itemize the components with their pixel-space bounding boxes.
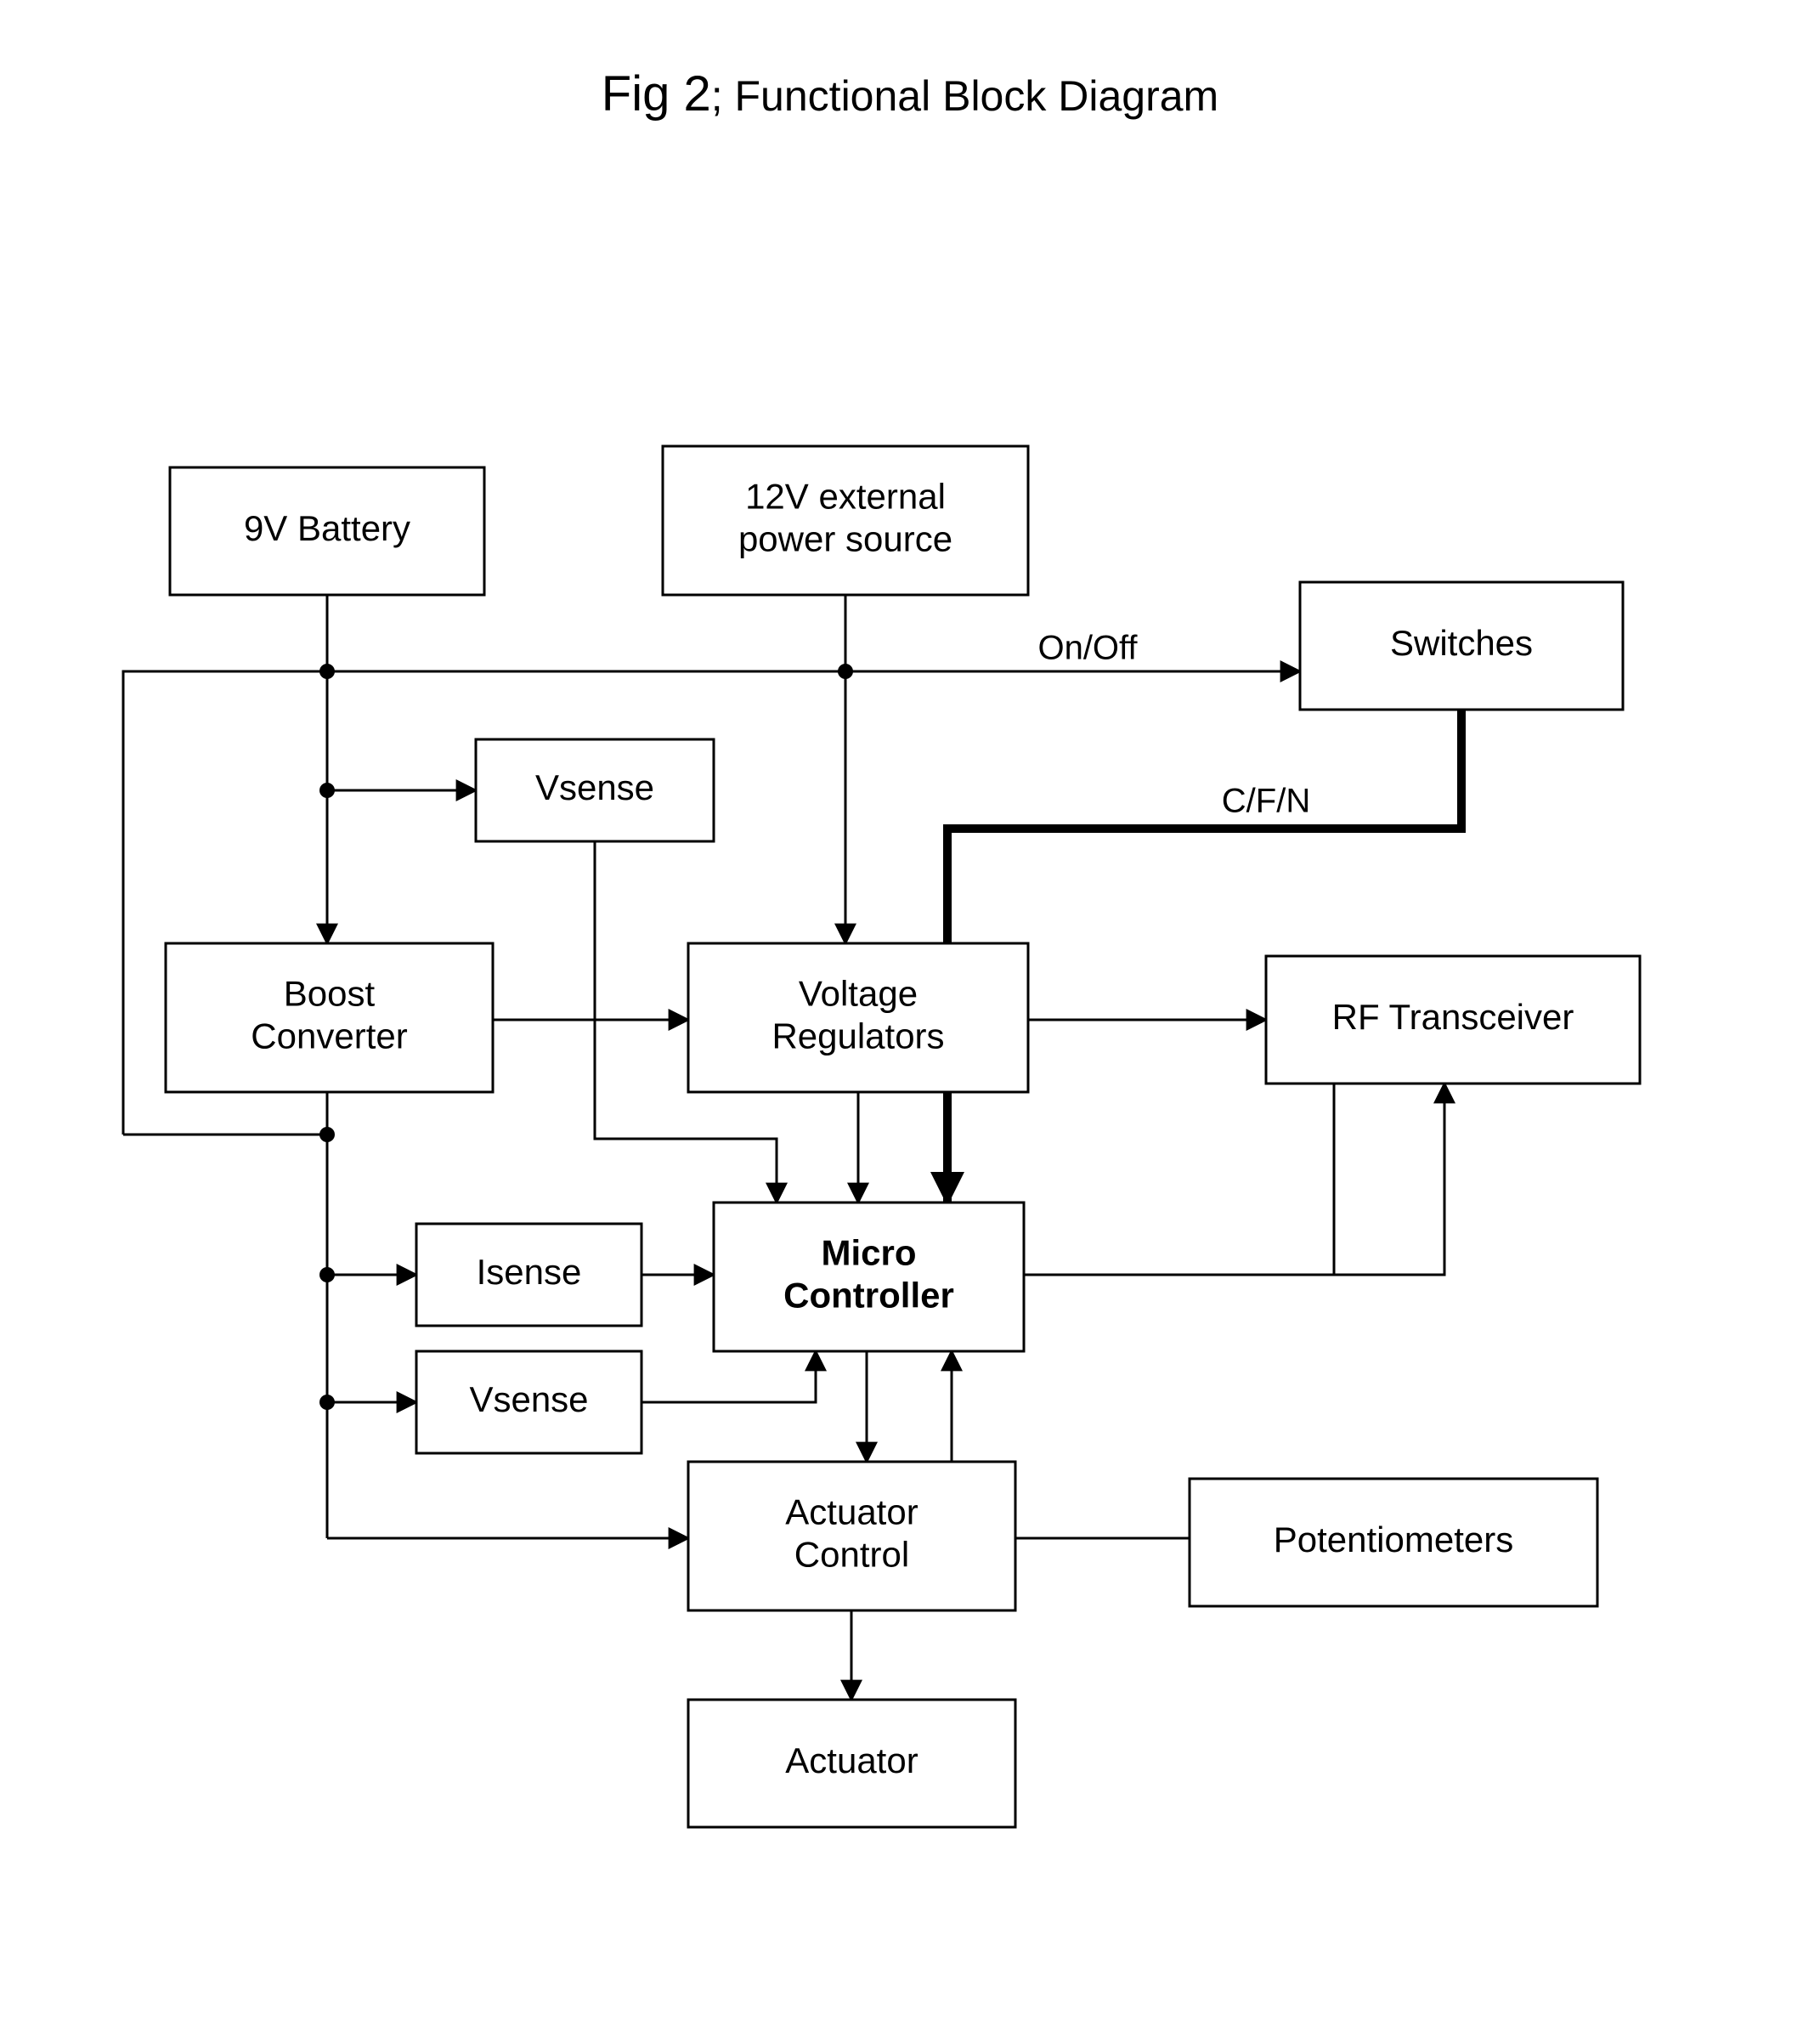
node-vreg: VoltageRegulators [688, 943, 1028, 1092]
node-label-extpower-1: power source [738, 519, 952, 559]
node-battery: 9V Battery [170, 467, 484, 595]
node-vsense1: Vsense [476, 739, 714, 841]
diagram-title: Fig 2; Functional Block Diagram [602, 66, 1218, 122]
edge-mc-to-rf [1024, 1084, 1444, 1275]
node-pots: Potentiometers [1190, 1479, 1597, 1606]
node-label-micro-1: Controller [783, 1276, 954, 1316]
node-label-actuator-0: Actuator [785, 1740, 918, 1780]
node-label-rftx-0: RF Transceiver [1332, 997, 1574, 1037]
junction-5 [319, 1395, 335, 1410]
node-label-vreg-0: Voltage [799, 974, 918, 1014]
node-label-actctrl-1: Control [794, 1535, 909, 1575]
node-label-vreg-1: Regulators [772, 1016, 944, 1056]
node-label-vsense1-0: Vsense [535, 767, 654, 807]
node-label-isense-0: Isense [477, 1252, 582, 1292]
edge-label-onoff: On/Off [1037, 630, 1138, 667]
node-switches: Switches [1300, 582, 1623, 710]
node-actuator: Actuator [688, 1700, 1015, 1827]
node-isense: Isense [416, 1224, 642, 1326]
node-label-pots-0: Potentiometers [1274, 1520, 1513, 1559]
node-extpower: 12V externalpower source [663, 446, 1028, 595]
node-rftx: RF Transceiver [1266, 956, 1640, 1084]
junction-1 [838, 664, 853, 679]
node-label-boost-0: Boost [284, 974, 376, 1014]
node-actctrl: ActuatorControl [688, 1462, 1015, 1610]
edge-vsense2-to-mc [642, 1351, 816, 1402]
diagram-canvas: Fig 2; Functional Block Diagram On/Off C/F… [0, 0, 1820, 2026]
junction-2 [319, 783, 335, 798]
diagram-svg: Fig 2; Functional Block Diagram On/Off C/F… [0, 0, 1820, 2026]
node-label-micro-0: Micro [821, 1233, 916, 1273]
node-label-extpower-0: 12V external [745, 477, 946, 517]
node-boost: BoostConverter [166, 943, 493, 1092]
node-label-actctrl-0: Actuator [785, 1492, 918, 1532]
junction-4 [319, 1267, 335, 1282]
edge-label-cfn: C/F/N [1222, 783, 1310, 820]
junction-3 [319, 1127, 335, 1142]
node-label-switches-0: Switches [1390, 623, 1533, 663]
nodes-layer: 9V Battery 12V externalpower source Switch… [166, 446, 1640, 1827]
junction-0 [319, 664, 335, 679]
node-label-battery-0: 9V Battery [244, 508, 410, 548]
node-micro: MicroController [714, 1203, 1024, 1351]
node-vsense2: Vsense [416, 1351, 642, 1453]
node-label-vsense2-0: Vsense [469, 1379, 588, 1419]
node-label-boost-1: Converter [251, 1016, 407, 1056]
